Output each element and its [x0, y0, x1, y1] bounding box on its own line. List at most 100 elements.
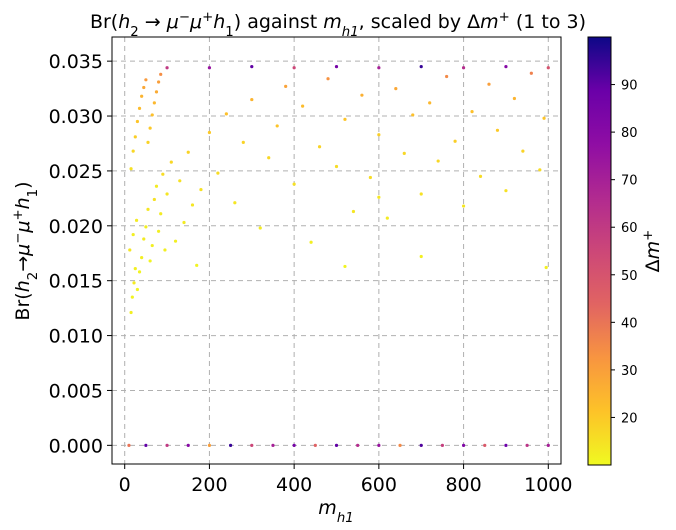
data-point [394, 86, 398, 91]
data-point [377, 195, 381, 199]
data-point [419, 443, 423, 447]
data-point [284, 84, 288, 88]
x-tick-label: 400 [276, 474, 312, 496]
data-point [154, 90, 159, 94]
colorbar [587, 36, 612, 466]
data-point [146, 140, 150, 144]
data-point [317, 145, 322, 149]
data-point [546, 66, 550, 70]
data-point [132, 281, 136, 285]
data-point [131, 232, 135, 237]
data-point [309, 240, 313, 244]
y-tick-label: 0.010 [49, 326, 103, 348]
data-point [419, 192, 423, 196]
data-point [402, 151, 406, 155]
data-point [142, 85, 146, 90]
colorbar-tick-label: 80 [621, 126, 638, 141]
data-point [144, 78, 148, 82]
data-point [135, 287, 140, 292]
data-point [495, 128, 500, 132]
data-point [250, 65, 254, 69]
data-point [271, 443, 275, 447]
data-point [377, 443, 381, 447]
data-point [258, 226, 262, 230]
x-axis: 0 200 400 600 800 1000 [119, 464, 572, 496]
colorbar-label: Δm+ [641, 230, 665, 273]
data-point [538, 168, 542, 172]
data-point [186, 150, 190, 154]
x-tick-label: 1000 [524, 474, 572, 496]
y-tick-label: 0.035 [49, 51, 103, 73]
data-point [129, 310, 133, 315]
data-point [134, 218, 139, 222]
data-point [301, 104, 305, 108]
data-point [461, 443, 466, 447]
data-point [207, 130, 212, 135]
data-point [161, 172, 165, 176]
data-point [478, 174, 483, 179]
data-point [140, 94, 144, 98]
data-point [165, 443, 169, 447]
data-point [313, 443, 317, 447]
data-point [129, 167, 133, 171]
data-point [207, 66, 212, 70]
data-point [154, 184, 159, 188]
y-tick-label: 0.000 [49, 435, 103, 457]
data-point [461, 66, 466, 70]
colorbar-tick-label: 20 [621, 411, 638, 426]
data-point [159, 72, 163, 76]
data-point [440, 443, 444, 447]
data-point [233, 201, 237, 205]
data-point [343, 264, 347, 269]
scatter-points [127, 65, 550, 447]
data-point [250, 97, 254, 102]
data-point [207, 443, 212, 447]
data-point [542, 116, 546, 120]
data-point [150, 113, 154, 117]
data-point [470, 110, 474, 114]
data-point [159, 212, 163, 216]
data-point [504, 189, 508, 193]
data-point [130, 295, 134, 299]
y-tick-label: 0.005 [49, 380, 103, 402]
data-point [326, 77, 330, 81]
data-point [229, 443, 233, 447]
data-point [148, 259, 152, 263]
data-point [178, 179, 182, 183]
data-point [142, 237, 146, 241]
grid [112, 37, 561, 464]
x-axis-label: mh1 [318, 497, 353, 526]
data-point [156, 229, 161, 233]
data-point [275, 124, 279, 128]
data-point [250, 443, 254, 447]
data-point [377, 66, 381, 70]
data-point [445, 74, 449, 79]
data-point [411, 113, 415, 117]
colorbar-tick-label: 90 [621, 79, 638, 94]
data-point [140, 256, 144, 260]
data-point [385, 216, 389, 220]
data-point [133, 267, 137, 271]
data-point [292, 66, 296, 70]
y-tick-label: 0.015 [49, 271, 103, 293]
data-point [224, 112, 228, 116]
y-axis: 0.000 0.005 0.010 0.015 0.020 0.025 0.030 0.035 [49, 51, 112, 457]
data-point [128, 248, 132, 252]
data-point [461, 204, 466, 208]
data-point [148, 126, 152, 130]
data-point [334, 164, 339, 169]
x-tick-label: 800 [445, 474, 481, 496]
data-point [173, 239, 178, 243]
data-point [190, 203, 195, 207]
x-tick-label: 200 [191, 474, 227, 496]
data-point [356, 443, 360, 447]
y-tick-label: 0.030 [49, 106, 103, 128]
data-point [195, 263, 199, 267]
data-point [137, 270, 142, 274]
data-point [343, 117, 347, 121]
plot-frame [111, 36, 562, 465]
y-tick-label: 0.025 [49, 161, 103, 183]
data-point [150, 243, 154, 248]
colorbar-tick-label: 70 [621, 174, 638, 189]
chart-title: Br(h2 → μ−μ+h1) against mh1, scaled by Δ… [90, 10, 586, 40]
